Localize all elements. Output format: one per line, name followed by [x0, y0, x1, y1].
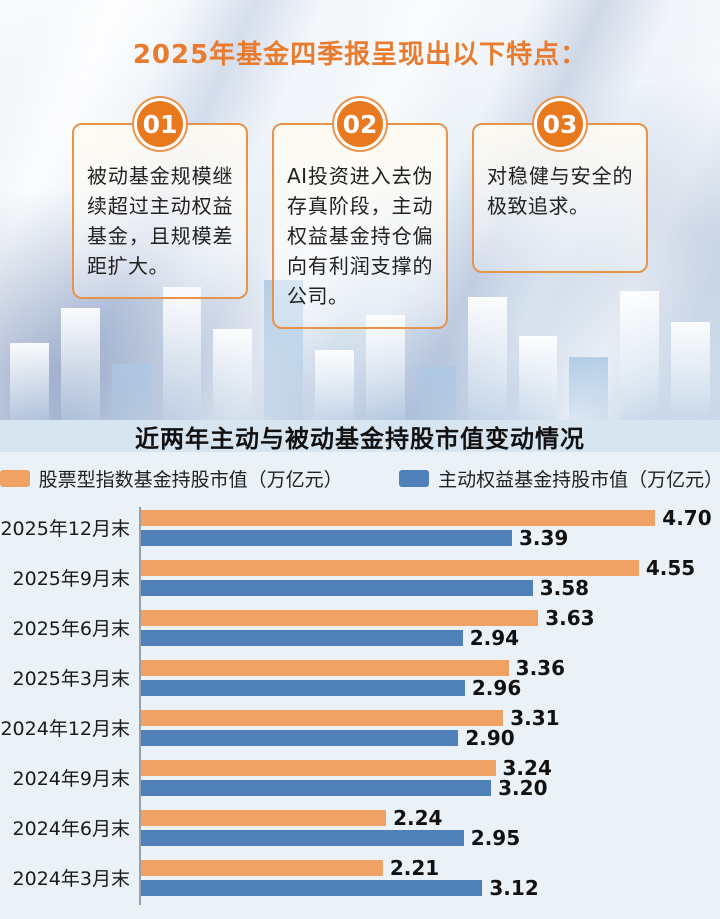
feature-text-2: AI投资进入去伪存真阶段，主动权益基金持仓偏向有利润支撑的公司。 — [287, 164, 433, 308]
feature-card-2: 02 AI投资进入去伪存真阶段，主动权益基金持仓偏向有利润支撑的公司。 — [272, 101, 448, 329]
index-fund-bar — [141, 509, 656, 526]
index-fund-bar — [141, 709, 504, 726]
bar-line: 3.20 — [141, 775, 710, 800]
bar-value-label: 4.70 — [662, 505, 712, 530]
bar-line: 4.55 — [141, 555, 710, 580]
bar-line: 2.95 — [141, 825, 710, 850]
bar-group: 3.31 2.90 — [138, 705, 710, 750]
index-fund-bar — [141, 659, 509, 676]
category-label: 2025年6月末 — [12, 618, 130, 640]
bar-group: 4.70 3.39 — [138, 505, 712, 550]
chart-row: 2024年9月末 3.24 3.20 — [0, 755, 710, 800]
bar-value-label: 2.96 — [471, 675, 522, 700]
bar-line: 3.31 — [141, 705, 710, 730]
bar-value-label: 2.94 — [469, 625, 520, 650]
category-label: 2024年9月末 — [12, 768, 130, 790]
chart-row: 2025年9月末 4.55 3.58 — [0, 555, 710, 600]
bar-value-label: 2.95 — [470, 825, 521, 850]
active-fund-bar — [141, 529, 512, 546]
bar-group: 3.36 2.96 — [138, 655, 710, 700]
bar-value-label: 3.20 — [498, 775, 548, 800]
active-fund-bar — [141, 879, 483, 896]
chart-title: 近两年主动与被动基金持股市值变动情况 — [135, 424, 585, 453]
orange-legend-swatch-icon — [0, 470, 30, 487]
category-label: 2025年9月末 — [12, 568, 130, 590]
hero-section: 2025年基金四季报呈现出以下特点： 01 被动基金规模继续超过主动权益基金，且… — [0, 0, 720, 420]
bar-group: 2.21 3.12 — [138, 855, 710, 900]
page-title: 2025年基金四季报呈现出以下特点： — [132, 40, 588, 70]
feature-card-3: 03 对稳健与安全的极致追求。 — [472, 101, 648, 273]
legend-label-active-funds: 主动权益基金持股市值（万亿元） — [438, 469, 720, 491]
chart-row: 2024年3月末 2.21 3.12 — [0, 855, 710, 900]
bar-line: 3.58 — [141, 575, 710, 600]
active-fund-bar — [141, 729, 459, 746]
category-label: 2024年6月末 — [12, 818, 130, 840]
bar-line: 2.21 — [141, 855, 710, 880]
bar-line: 3.36 — [141, 655, 710, 680]
chart-row: 2025年6月末 3.63 2.94 — [0, 605, 710, 650]
index-fund-bar — [141, 609, 539, 626]
blue-legend-swatch-icon — [399, 470, 430, 487]
bar-value-label: 3.36 — [515, 655, 566, 680]
chart-row: 2025年3月末 3.36 2.96 — [0, 655, 710, 700]
category-label: 2025年12月末 — [0, 518, 130, 540]
bar-line: 3.63 — [141, 605, 710, 630]
bar-value-label: 2.24 — [393, 805, 443, 830]
chart-row: 2024年12月末 3.31 2.90 — [0, 705, 710, 750]
active-fund-bar — [141, 579, 533, 596]
feature-cards: 01 被动基金规模继续超过主动权益基金，且规模差距扩大。 02 AI投资进入去伪… — [72, 101, 648, 329]
bar-value-label: 3.58 — [539, 575, 590, 600]
bar-line: 2.96 — [141, 675, 710, 700]
active-fund-bar — [141, 629, 463, 646]
bar-value-label: 3.24 — [502, 755, 552, 780]
y-axis-line — [139, 507, 141, 905]
legend-label-index-funds: 股票型指数基金持股市值（万亿元） — [38, 469, 343, 491]
chart-row: 2024年6月末 2.24 2.95 — [0, 805, 710, 850]
feature-card-1: 01 被动基金规模继续超过主动权益基金，且规模差距扩大。 — [72, 101, 248, 299]
legend-item-index-funds: 股票型指数基金持股市值（万亿元） — [0, 465, 343, 492]
bar-plot: 2025年12月末 4.70 3.39 2025年9月末 4.55 3.58 2025年6月… — [0, 501, 720, 919]
bar-group: 4.55 3.58 — [138, 555, 710, 600]
category-label: 2024年12月末 — [0, 718, 130, 740]
bar-group: 3.63 2.94 — [138, 605, 710, 650]
bar-value-label: 3.12 — [489, 875, 539, 900]
chart-legend: 股票型指数基金持股市值（万亿元） 主动权益基金持股市值（万亿元） — [0, 452, 720, 501]
index-fund-bar — [141, 559, 639, 576]
number-badge-03: 03 — [537, 101, 583, 147]
chart-title-band: 近两年主动与被动基金持股市值变动情况 — [0, 420, 720, 453]
feature-text-3: 对稳健与安全的极致追求。 — [487, 164, 633, 218]
index-fund-bar — [141, 809, 387, 826]
active-fund-bar — [141, 829, 464, 846]
bar-line: 3.24 — [141, 755, 710, 780]
active-fund-bar — [141, 679, 465, 696]
index-fund-bar — [141, 859, 383, 876]
bar-group: 3.24 3.20 — [138, 755, 710, 800]
legend-item-active-funds: 主动权益基金持股市值（万亿元） — [399, 465, 720, 492]
bar-line: 3.39 — [141, 525, 710, 550]
bar-value-label: 2.21 — [389, 855, 440, 880]
feature-text-1: 被动基金规模继续超过主动权益基金，且规模差距扩大。 — [87, 164, 233, 278]
bar-group: 2.24 2.95 — [138, 805, 710, 850]
bar-value-label: 2.90 — [465, 725, 515, 750]
bar-value-label: 3.63 — [545, 605, 595, 630]
number-badge-02: 02 — [337, 101, 383, 147]
bar-value-label: 3.39 — [518, 525, 569, 550]
bar-line: 4.70 — [141, 505, 712, 530]
bar-line: 2.94 — [141, 625, 710, 650]
chart-row: 2025年12月末 4.70 3.39 — [0, 505, 712, 550]
bar-line: 3.12 — [141, 875, 710, 900]
number-badge-01: 01 — [137, 101, 183, 147]
category-label: 2024年3月末 — [12, 868, 130, 890]
active-fund-bar — [141, 779, 492, 796]
bar-value-label: 3.31 — [510, 705, 560, 730]
category-label: 2025年3月末 — [12, 668, 130, 690]
bar-line: 2.24 — [141, 805, 710, 830]
bar-line: 2.90 — [141, 725, 710, 750]
index-fund-bar — [141, 759, 496, 776]
bar-value-label: 4.55 — [645, 555, 696, 580]
